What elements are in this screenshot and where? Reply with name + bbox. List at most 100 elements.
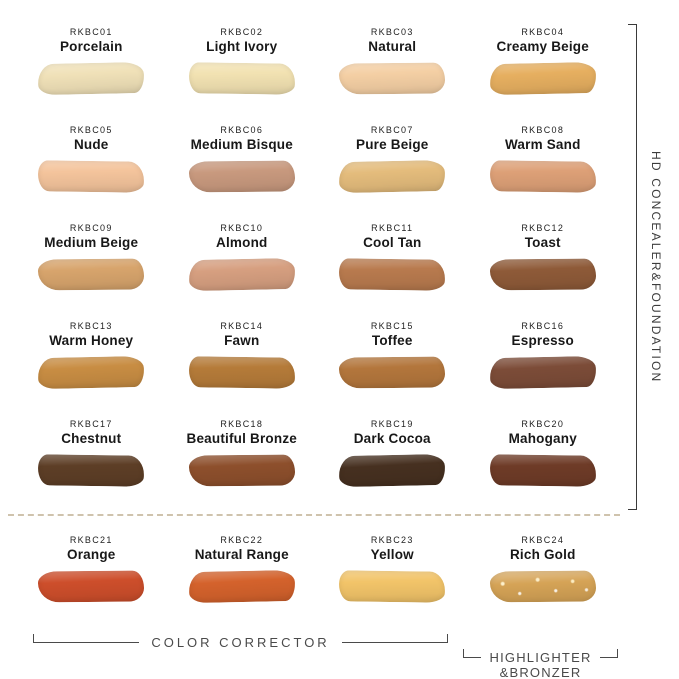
swatch-name: Toffee xyxy=(371,333,413,348)
swatch-code: RKBC19 xyxy=(370,419,414,429)
swatch-name: Warm Sand xyxy=(504,137,581,152)
swatch-name: Orange xyxy=(67,547,116,562)
bracket-line-right xyxy=(341,634,449,643)
swatch-name: Espresso xyxy=(511,333,574,348)
swatch-name: Pure Beige xyxy=(355,137,429,152)
swatch-code: RKBC24 xyxy=(521,535,565,545)
swatch-code: RKBC22 xyxy=(220,535,264,545)
swatch-smear xyxy=(489,570,596,603)
swatch-code: RKBC21 xyxy=(69,535,113,545)
swatch-code: RKBC16 xyxy=(521,321,565,331)
swatch-code: RKBC07 xyxy=(370,125,414,135)
swatch-smear xyxy=(188,62,295,95)
swatch-code: RKBC18 xyxy=(220,419,264,429)
swatch-code: RKBC13 xyxy=(69,321,113,331)
swatch-name: Creamy Beige xyxy=(496,39,589,54)
swatch-cell: RKBC08 Warm Sand xyxy=(468,118,619,216)
swatch-name: Almond xyxy=(216,235,268,250)
swatch-smear xyxy=(489,61,597,96)
swatch-name: Toast xyxy=(524,235,561,250)
bracket-line-right xyxy=(599,649,619,658)
swatch-cell: RKBC04 Creamy Beige xyxy=(468,20,619,118)
swatch-name: Porcelain xyxy=(59,39,123,54)
swatch-cell: RKBC14 Fawn xyxy=(167,314,318,412)
swatch-name: Beautiful Bronze xyxy=(186,431,297,446)
swatch-name: Fawn xyxy=(224,333,260,348)
swatch-cell: RKBC24 Rich Gold xyxy=(468,528,619,632)
swatch-name: Warm Honey xyxy=(49,333,134,348)
swatch-cell: RKBC05 Nude xyxy=(16,118,167,216)
right-bracket xyxy=(628,24,637,510)
swatch-cell: RKBC20 Mahogany xyxy=(468,412,619,510)
swatch-name: Medium Beige xyxy=(44,235,139,250)
swatch-code: RKBC03 xyxy=(370,27,414,37)
swatch-name: Light Ivory xyxy=(206,39,278,54)
swatch-smear xyxy=(338,159,446,194)
swatch-code: RKBC20 xyxy=(521,419,565,429)
swatch-cell: RKBC12 Toast xyxy=(468,216,619,314)
hd-concealer-foundation-label: HD CONCEALER&FOUNDATION xyxy=(649,150,663,384)
swatch-code: RKBC12 xyxy=(521,223,565,233)
swatch-code: RKBC04 xyxy=(521,27,565,37)
swatch-code: RKBC15 xyxy=(370,321,414,331)
swatch-cell: RKBC10 Almond xyxy=(167,216,318,314)
swatch-name: Yellow xyxy=(370,547,414,562)
swatch-name: Chestnut xyxy=(61,431,122,446)
swatch-name: Rich Gold xyxy=(509,547,576,562)
color-corrector-bracket: COLOR CORRECTOR xyxy=(33,628,449,650)
swatch-smear xyxy=(38,570,145,603)
swatch-smear xyxy=(489,160,596,193)
swatch-name: Natural Range xyxy=(194,547,289,562)
swatch-smear xyxy=(339,356,446,389)
swatch-cell: RKBC11 Cool Tan xyxy=(317,216,468,314)
swatch-smear xyxy=(188,569,296,604)
swatch-code: RKBC06 xyxy=(220,125,264,135)
swatch-smear xyxy=(37,355,145,390)
corrector-grid: RKBC21 Orange RKBC22 Natural Range RKBC2… xyxy=(16,528,618,632)
section-divider xyxy=(8,514,620,516)
highlighter-bronzer-bracket: HIGHLIGHTER &BRONZER xyxy=(463,628,619,679)
swatch-cell: RKBC03 Natural xyxy=(317,20,468,118)
swatch-smear xyxy=(339,258,446,291)
swatch-smear xyxy=(188,454,295,487)
bracket-line-left xyxy=(33,634,140,643)
swatch-code: RKBC08 xyxy=(521,125,565,135)
swatch-code: RKBC05 xyxy=(69,125,113,135)
swatch-smear xyxy=(339,570,446,603)
swatch-cell: RKBC09 Medium Beige xyxy=(16,216,167,314)
swatch-cell: RKBC19 Dark Cocoa xyxy=(317,412,468,510)
swatch-name: Nude xyxy=(73,137,109,152)
highlighter-label-line1: HIGHLIGHTER xyxy=(489,650,592,665)
swatch-cell: RKBC22 Natural Range xyxy=(167,528,318,632)
swatch-smear xyxy=(188,257,296,292)
swatch-cell: RKBC01 Porcelain xyxy=(16,20,167,118)
highlighter-label-line2: &BRONZER xyxy=(499,665,582,679)
bracket-line-left xyxy=(463,649,482,658)
foundation-grid: RKBC01 Porcelain RKBC02 Light Ivory RKBC… xyxy=(16,20,618,510)
swatch-smear xyxy=(188,356,295,389)
swatch-code: RKBC17 xyxy=(69,419,113,429)
swatch-code: RKBC01 xyxy=(69,27,113,37)
swatch-name: Medium Bisque xyxy=(190,137,293,152)
swatch-cell: RKBC02 Light Ivory xyxy=(167,20,318,118)
swatch-code: RKBC09 xyxy=(69,223,113,233)
swatch-code: RKBC14 xyxy=(220,321,264,331)
swatch-name: Mahogany xyxy=(508,431,577,446)
swatch-smear xyxy=(489,454,596,487)
swatch-name: Natural xyxy=(368,39,417,54)
swatch-cell: RKBC21 Orange xyxy=(16,528,167,632)
swatch-name: Dark Cocoa xyxy=(353,431,431,446)
swatch-cell: RKBC18 Beautiful Bronze xyxy=(167,412,318,510)
swatch-name: Cool Tan xyxy=(363,235,422,250)
highlighter-bronzer-label: HIGHLIGHTER &BRONZER xyxy=(481,650,599,679)
swatch-smear xyxy=(338,453,446,488)
swatch-cell: RKBC13 Warm Honey xyxy=(16,314,167,412)
swatch-smear xyxy=(489,355,597,390)
swatch-smear xyxy=(37,61,145,96)
swatch-smear xyxy=(38,160,145,193)
swatch-smear xyxy=(188,160,295,193)
swatch-cell: RKBC07 Pure Beige xyxy=(317,118,468,216)
swatch-cell: RKBC17 Chestnut xyxy=(16,412,167,510)
swatch-code: RKBC23 xyxy=(370,535,414,545)
